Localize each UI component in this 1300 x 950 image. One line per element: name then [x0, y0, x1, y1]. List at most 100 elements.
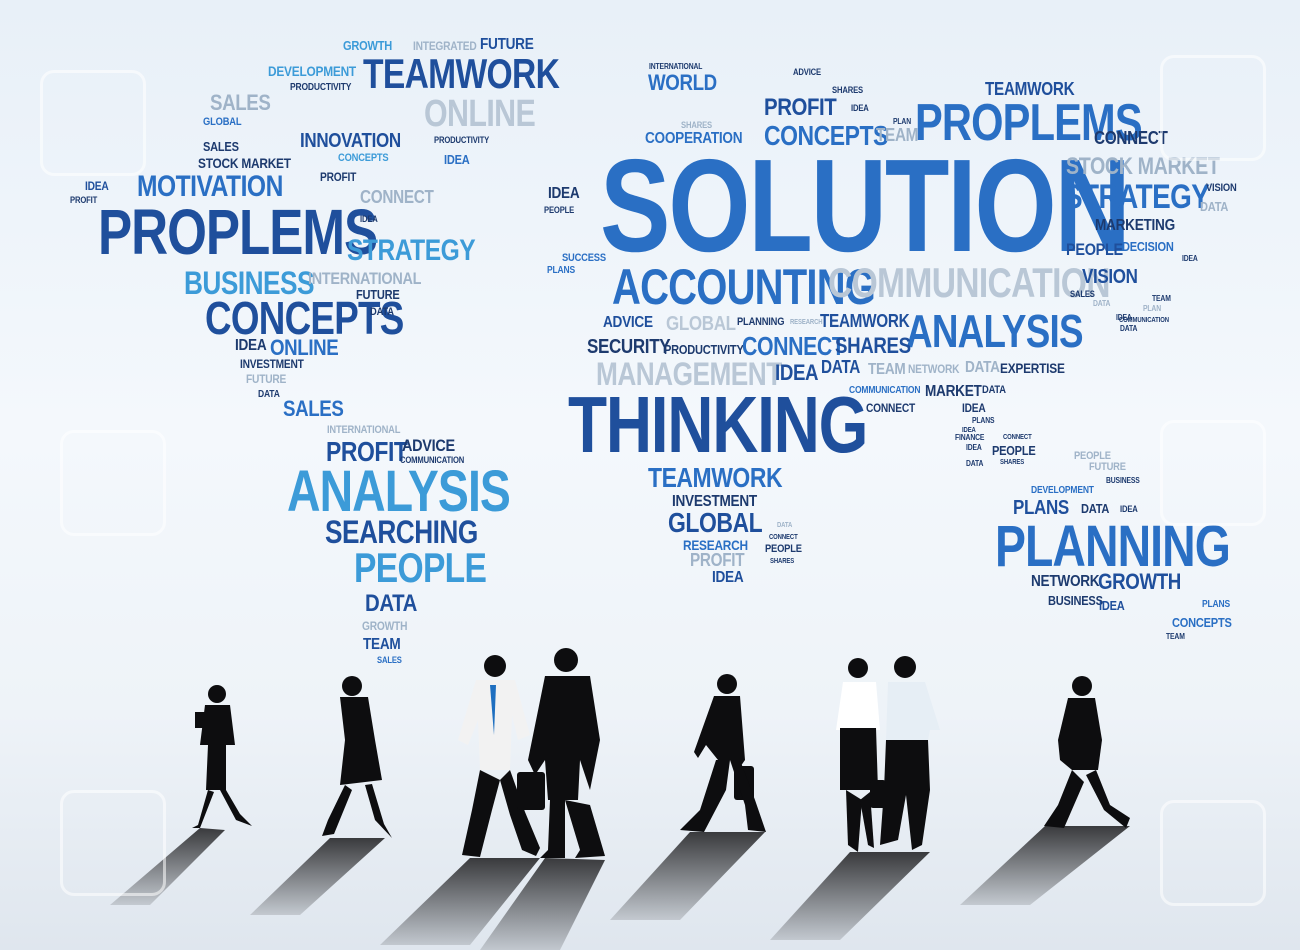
woman-talking-silhouette [836, 658, 880, 852]
word-idea: IDEA [851, 103, 869, 113]
word-connect: CONNECT [769, 534, 798, 541]
word-profit: PROFIT [764, 94, 837, 121]
word-searching: SEARCHING [325, 514, 478, 550]
word-profit: PROFIT [690, 550, 745, 570]
word-global: GLOBAL [203, 116, 242, 128]
word-concepts: CONCEPTS [338, 152, 389, 164]
word-idea: IDEA [775, 360, 819, 385]
word-people: PEOPLE [992, 443, 1036, 458]
word-data: DATA [821, 357, 861, 377]
woman-on-phone-silhouette [322, 676, 392, 838]
word-global: GLOBAL [666, 313, 736, 335]
word-productivity: PRODUCTIVITY [664, 342, 744, 357]
word-sales: SALES [203, 139, 239, 154]
word-plan: PLAN [893, 117, 911, 126]
word-planning: PLANNING [995, 514, 1231, 579]
man-talking-silhouette [870, 656, 940, 850]
word-analysis: ANALYSIS [287, 459, 511, 524]
word-world: WORLD [648, 70, 717, 95]
word-plans: PLANS [547, 265, 575, 276]
word-idea: IDEA [1120, 504, 1138, 514]
word-data: DATA [370, 306, 394, 318]
word-idea: IDEA [360, 214, 378, 224]
word-idea: IDEA [444, 152, 470, 167]
word-idea: IDEA [1182, 254, 1198, 263]
silhouettes [192, 648, 1130, 858]
word-global: GLOBAL [668, 507, 763, 538]
word-planning: PLANNING [737, 316, 785, 328]
word-decision: DECISION [1122, 239, 1174, 254]
word-team: TEAM [1152, 294, 1171, 303]
word-sales: SALES [1070, 289, 1095, 299]
word-strategy: STRATEGY [347, 234, 476, 267]
word-growth: GROWTH [362, 619, 408, 633]
word-plans: PLANS [1202, 599, 1230, 610]
word-data: DATA [1081, 501, 1110, 516]
word-connect: CONNECT [1003, 434, 1032, 441]
word-shares: SHARES [832, 85, 863, 95]
word-teamwork: TEAMWORK [985, 79, 1075, 99]
word-data: DATA [982, 384, 1006, 396]
word-finance: FINANCE [955, 433, 985, 442]
word-thinking: THINKING [568, 380, 868, 469]
word-concepts: CONCEPTS [205, 292, 404, 344]
word-data: DATA [1200, 199, 1229, 214]
word-business: BUSINESS [1048, 593, 1103, 608]
word-future: FUTURE [480, 36, 534, 53]
word-cooperation: COOPERATION [645, 130, 743, 147]
word-idea: IDEA [1116, 313, 1132, 322]
word-online: ONLINE [424, 93, 536, 135]
word-data: DATA [365, 590, 418, 617]
word-teamwork: TEAMWORK [820, 311, 910, 331]
word-communication: COMMUNICATION [1119, 317, 1169, 324]
word-concepts: CONCEPTS [764, 120, 888, 151]
word-people: PEOPLE [354, 544, 487, 591]
word-communication: COMMUNICATION [400, 455, 465, 465]
word-idea: IDEA [966, 443, 982, 452]
word-team: TEAM [876, 125, 919, 145]
word-vision: VISION [1082, 266, 1138, 288]
word-productivity: PRODUCTIVITY [434, 135, 490, 145]
word-growth: GROWTH [343, 38, 393, 53]
word-connect: CONNECT [742, 331, 845, 361]
word-people: PEOPLE [1074, 450, 1111, 462]
watermark-badge [40, 70, 146, 176]
word-teamwork: TEAMWORK [363, 50, 560, 97]
watermark-badge [1160, 800, 1266, 906]
word-vision: VISION [1206, 182, 1237, 194]
word-online: ONLINE [270, 335, 339, 360]
word-connect: CONNECT [1094, 128, 1168, 148]
word-future: FUTURE [1089, 461, 1126, 473]
word-market: MARKET [925, 383, 982, 400]
word-shares: SHARES [835, 333, 911, 358]
word-innovation: INNOVATION [300, 130, 401, 152]
word-data: DATA [966, 459, 984, 468]
word-sales: SALES [377, 655, 402, 665]
word-success: SUCCESS [562, 252, 606, 264]
word-people: PEOPLE [544, 205, 575, 215]
word-idea: IDEA [1099, 598, 1125, 613]
word-growth: GROWTH [1098, 569, 1181, 594]
word-network: NETWORK [908, 362, 960, 376]
word-shares: SHARES [770, 558, 795, 565]
man-with-bag-silhouette [680, 674, 766, 832]
word-productivity: PRODUCTIVITY [290, 82, 352, 93]
word-development: DEVELOPMENT [268, 63, 356, 79]
man-white-shirt-silhouette [458, 655, 540, 857]
word-communication: COMMUNICATION [828, 259, 1110, 306]
word-security: SECURITY [587, 336, 671, 358]
word-profit: PROFIT [326, 436, 408, 467]
word-investment: INVESTMENT [672, 493, 757, 510]
word-idea: IDEA [548, 185, 580, 202]
word-proplems: PROPLEMS [915, 94, 1143, 152]
word-advice: ADVICE [603, 314, 653, 331]
word-profit: PROFIT [320, 170, 357, 184]
word-international: INTERNATIONAL [649, 62, 703, 71]
word-people: PEOPLE [765, 543, 802, 555]
word-data: DATA [258, 389, 280, 400]
watermark-badge [1160, 55, 1266, 161]
word-data: DATA [1120, 324, 1138, 333]
word-team: TEAM [868, 361, 906, 378]
